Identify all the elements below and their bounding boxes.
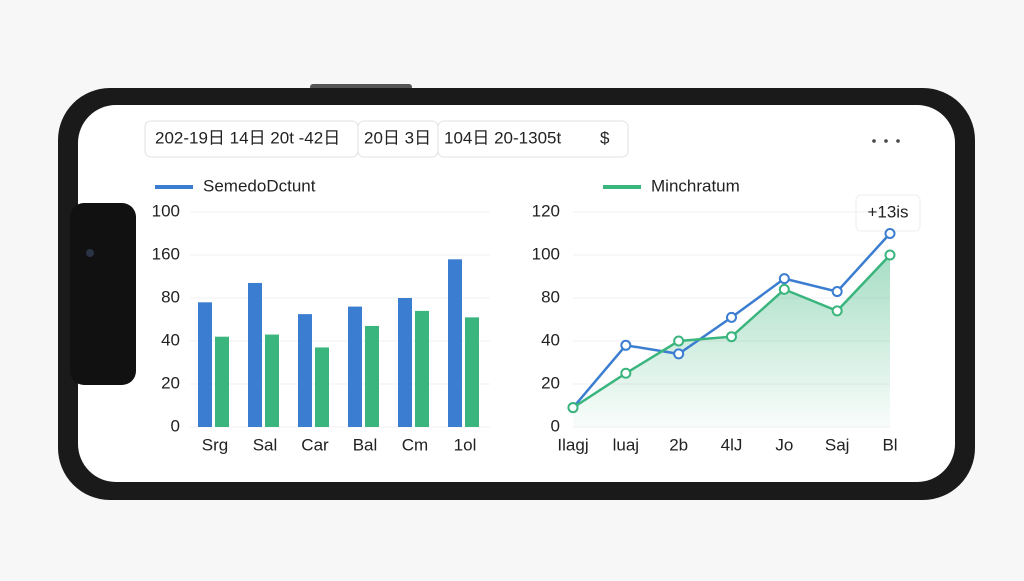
- y-tick-label: 80: [541, 287, 560, 306]
- x-tick-label: Cm: [402, 435, 428, 454]
- y-tick-label: 0: [171, 416, 180, 435]
- bar: [265, 334, 279, 427]
- bar: [415, 310, 429, 427]
- y-tick-label: 120: [532, 201, 560, 220]
- y-tick-label: 40: [161, 330, 180, 349]
- point: [567, 402, 579, 414]
- x-tick-label: Bal: [353, 435, 378, 454]
- x-tick-label: Ilagj: [557, 435, 588, 454]
- bar: [348, 306, 362, 427]
- bar: [448, 259, 462, 427]
- point: [673, 335, 685, 347]
- bar: [215, 336, 229, 427]
- y-tick-label: 80: [161, 287, 180, 306]
- bar: [315, 347, 329, 427]
- point: [831, 286, 843, 298]
- notch: [70, 203, 136, 385]
- y-tick-label: 100: [152, 201, 180, 220]
- point: [673, 348, 685, 360]
- point: [778, 273, 790, 285]
- point: [620, 367, 632, 379]
- legend-label: Minchratum: [651, 176, 740, 195]
- bar: [465, 317, 479, 427]
- x-tick-label: Bl: [882, 435, 897, 454]
- x-tick-label: Jo: [775, 435, 793, 454]
- pill-text: $: [600, 128, 610, 147]
- point: [831, 305, 843, 317]
- y-tick-label: 20: [161, 373, 180, 392]
- point: [778, 283, 790, 295]
- legend-label: SemedoDctunt: [203, 176, 316, 195]
- y-tick-label: 100: [532, 244, 560, 263]
- pill-text: 104日 20-1305t: [444, 128, 561, 147]
- y-tick-label: 20: [541, 373, 560, 392]
- bar: [398, 298, 412, 427]
- annotation: +13is: [867, 202, 908, 221]
- x-tick-label: 1ol: [454, 435, 477, 454]
- bar: [298, 314, 312, 427]
- point: [726, 331, 737, 343]
- x-tick-label: Car: [301, 435, 329, 454]
- menu-dot: [872, 139, 876, 143]
- x-tick-label: Saj: [825, 435, 850, 454]
- y-tick-label: 160: [152, 244, 180, 263]
- menu-dot: [896, 139, 900, 143]
- menu-icon[interactable]: [872, 139, 900, 143]
- camera: [86, 249, 94, 257]
- point: [726, 311, 737, 323]
- x-tick-label: Srg: [202, 435, 228, 454]
- bar: [248, 282, 262, 427]
- x-tick-label: 4lJ: [721, 435, 743, 454]
- point: [884, 228, 896, 239]
- x-tick-label: 2b: [669, 435, 688, 454]
- bar: [198, 302, 212, 427]
- x-tick-label: Sal: [253, 435, 278, 454]
- date-pill[interactable]: [437, 120, 629, 158]
- pill-text: 20日 3日: [364, 128, 431, 147]
- y-tick-label: 40: [541, 330, 560, 349]
- bar: [365, 325, 379, 427]
- x-tick-label: luaj: [613, 435, 639, 454]
- y-tick-label: 0: [551, 416, 560, 435]
- menu-dot: [884, 139, 888, 143]
- point: [884, 249, 896, 261]
- pill-text: 202-19日 14日 20t -42日: [155, 128, 340, 147]
- point: [620, 339, 632, 351]
